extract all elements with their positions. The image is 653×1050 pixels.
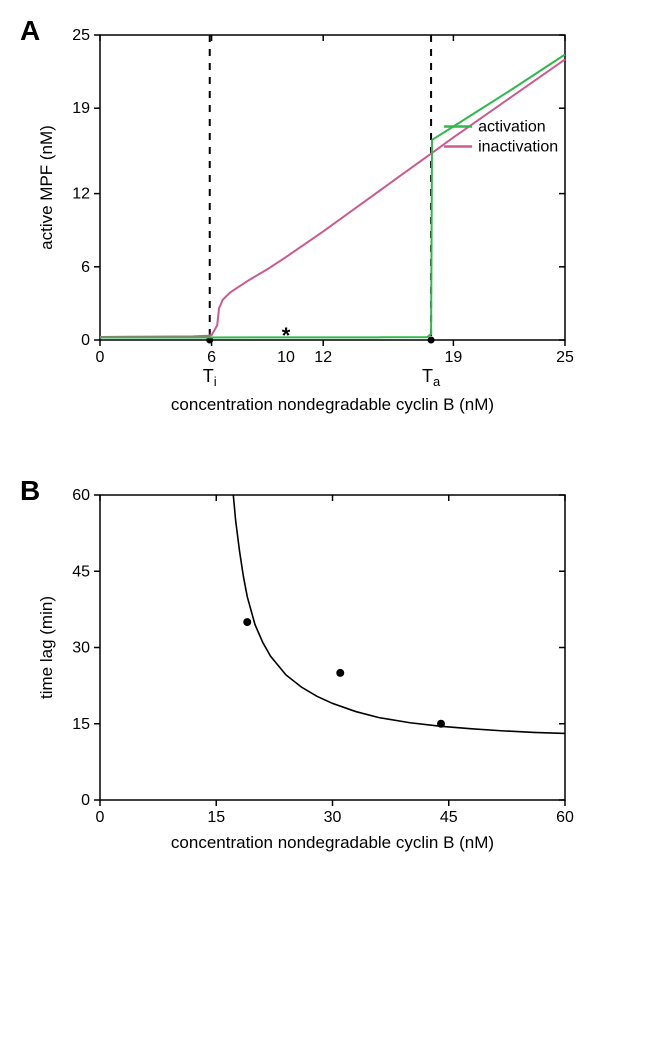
svg-text:concentration nondegradable cy: concentration nondegradable cyclin B (nM…	[171, 833, 494, 852]
svg-text:*: *	[282, 323, 291, 348]
svg-text:12: 12	[72, 186, 90, 203]
svg-text:19: 19	[72, 100, 90, 117]
panel-b-letter: B	[20, 475, 40, 507]
svg-text:19: 19	[445, 349, 463, 366]
svg-text:concentration nondegradable cy: concentration nondegradable cyclin B (nM…	[171, 395, 494, 414]
svg-text:6: 6	[81, 259, 90, 276]
svg-text:0: 0	[96, 809, 105, 826]
svg-text:Ta: Ta	[422, 366, 441, 389]
panel-b-svg: 0 15 30 45 60 0 15 30 45 60 concentration nondegra…	[20, 480, 580, 880]
svg-text:time lag (min): time lag (min)	[37, 596, 56, 699]
svg-text:45: 45	[440, 809, 458, 826]
svg-text:activation: activation	[478, 119, 546, 136]
svg-text:15: 15	[72, 716, 90, 733]
svg-text:active MPF (nM): active MPF (nM)	[37, 125, 56, 250]
svg-text:Ti: Ti	[203, 366, 217, 389]
svg-text:60: 60	[556, 809, 574, 826]
svg-text:25: 25	[72, 27, 90, 44]
svg-text:0: 0	[81, 332, 90, 349]
panel-a-letter: A	[20, 15, 40, 47]
panel-a: A 061219251006121925TiTa*activationinact…	[20, 20, 633, 420]
svg-text:10: 10	[277, 349, 295, 366]
svg-text:30: 30	[324, 809, 342, 826]
svg-text:30: 30	[72, 640, 90, 657]
svg-text:60: 60	[72, 487, 90, 504]
svg-text:25: 25	[556, 349, 574, 366]
svg-text:0: 0	[96, 349, 105, 366]
panel-b: B 015304560015304560concentration nondeg…	[20, 480, 633, 880]
svg-text:15: 15	[207, 809, 225, 826]
svg-text:0: 0	[81, 792, 90, 809]
svg-text:6: 6	[207, 349, 216, 366]
svg-text:12: 12	[314, 349, 332, 366]
panel-a-svg: 0 6 12 19 25 10 0 6 12 19 25 Ti Ta * activation inactiv…	[20, 20, 580, 420]
svg-text:45: 45	[72, 563, 90, 580]
svg-text:inactivation: inactivation	[478, 139, 558, 156]
